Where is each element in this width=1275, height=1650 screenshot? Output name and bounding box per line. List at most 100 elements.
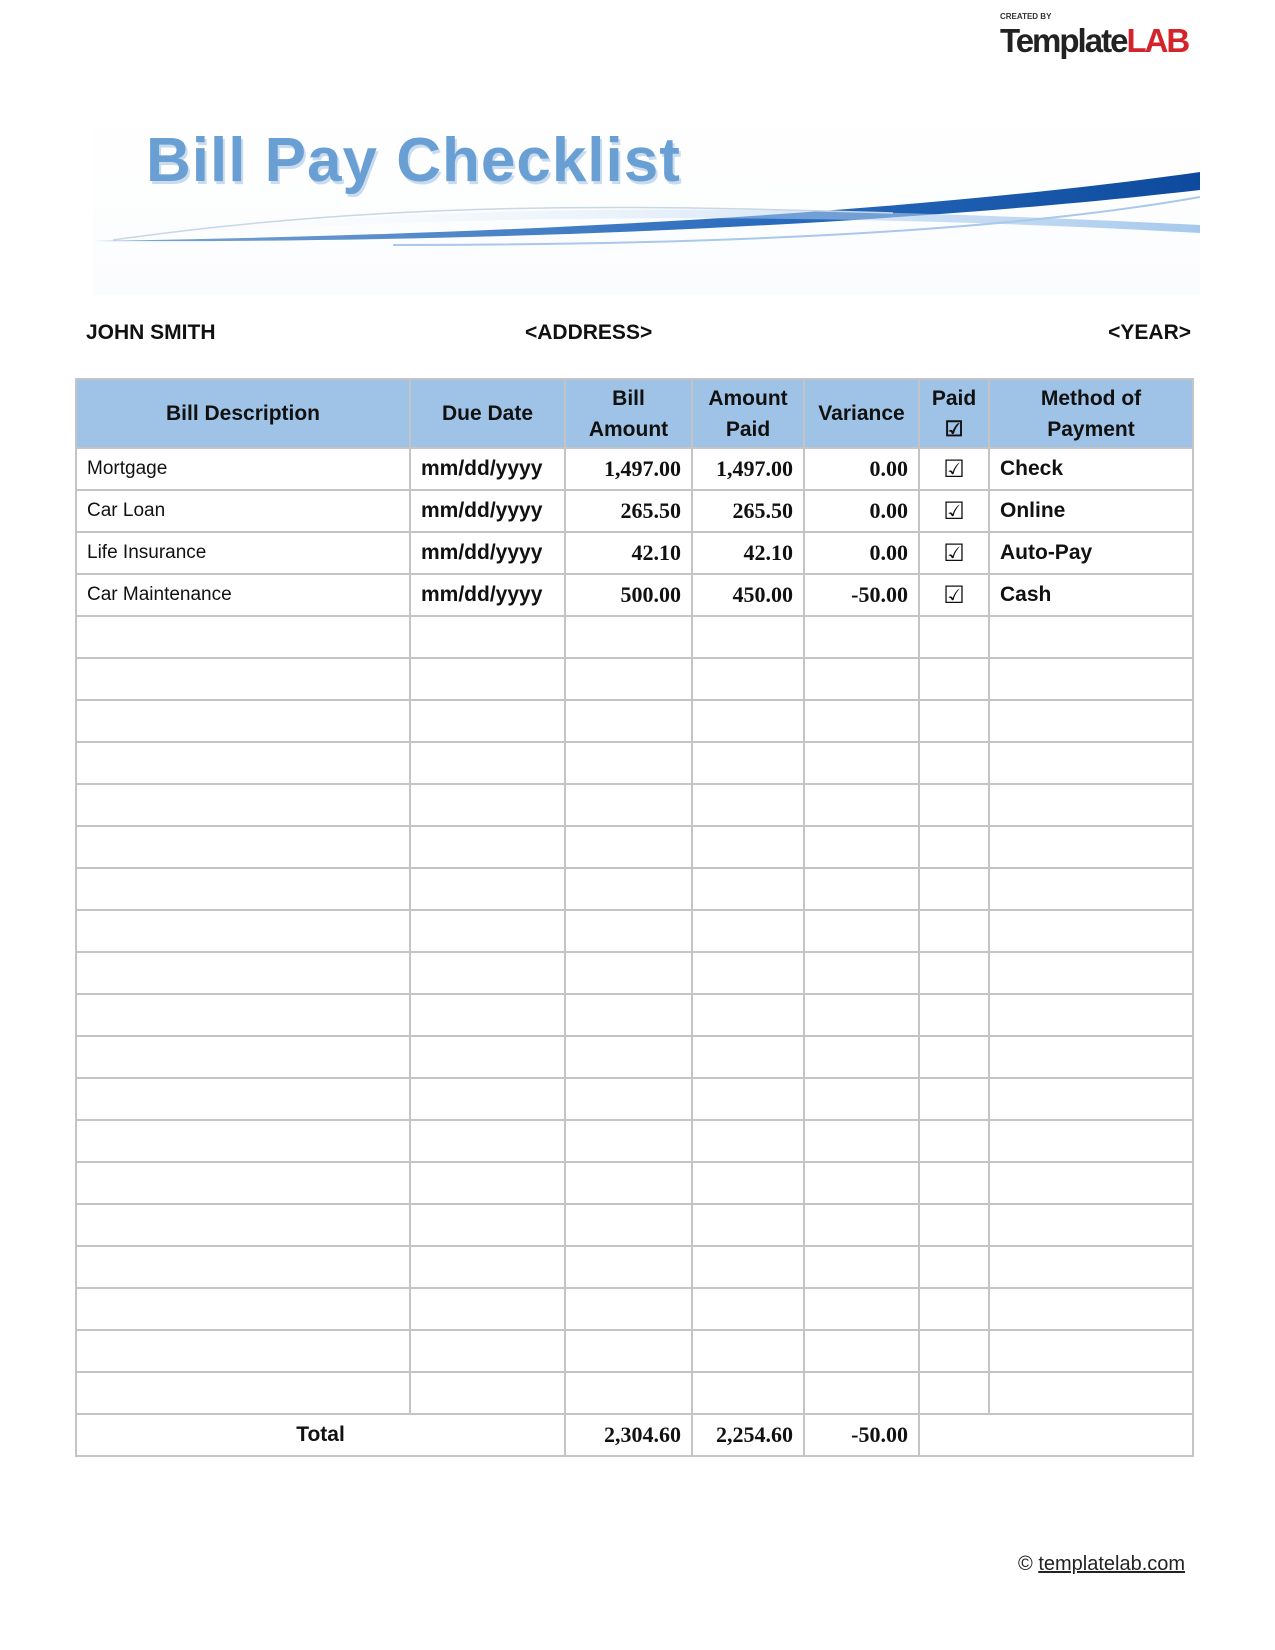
due-date-cell[interactable] — [409, 699, 566, 743]
due-date-cell[interactable] — [409, 951, 566, 995]
variance-cell[interactable] — [803, 867, 920, 911]
bill-amount-cell[interactable] — [564, 741, 693, 785]
variance-cell[interactable] — [803, 1119, 920, 1163]
amount-paid-cell[interactable] — [691, 1119, 805, 1163]
paid-cell[interactable] — [918, 1287, 990, 1331]
due-date-cell[interactable] — [409, 1371, 566, 1415]
description-cell[interactable] — [75, 1371, 411, 1415]
paid-cell[interactable] — [918, 825, 990, 869]
bill-amount-cell[interactable] — [564, 1371, 693, 1415]
method-cell[interactable] — [988, 615, 1194, 659]
paid-cell[interactable] — [918, 1245, 990, 1289]
description-cell[interactable] — [75, 1077, 411, 1121]
bill-amount-cell[interactable] — [564, 1203, 693, 1247]
paid-cell[interactable] — [918, 1371, 990, 1415]
variance-cell[interactable] — [803, 1329, 920, 1373]
description-cell[interactable] — [75, 1119, 411, 1163]
method-cell[interactable] — [988, 1245, 1194, 1289]
variance-cell[interactable]: 0.00 — [803, 489, 920, 533]
paid-cell[interactable] — [918, 951, 990, 995]
bill-amount-cell[interactable]: 500.00 — [564, 573, 693, 617]
year-field[interactable]: <YEAR> — [1108, 321, 1191, 344]
due-date-cell[interactable]: mm/dd/yyyy — [409, 447, 566, 491]
amount-paid-cell[interactable]: 265.50 — [691, 489, 805, 533]
amount-paid-cell[interactable] — [691, 741, 805, 785]
amount-paid-cell[interactable] — [691, 699, 805, 743]
amount-paid-cell[interactable] — [691, 867, 805, 911]
method-cell[interactable] — [988, 1371, 1194, 1415]
bill-description-cell[interactable]: Life Insurance — [75, 531, 411, 575]
description-cell[interactable] — [75, 699, 411, 743]
description-cell[interactable] — [75, 951, 411, 995]
method-cell[interactable] — [988, 993, 1194, 1037]
due-date-cell[interactable] — [409, 783, 566, 827]
amount-paid-cell[interactable] — [691, 1077, 805, 1121]
method-cell[interactable] — [988, 1329, 1194, 1373]
bill-amount-cell[interactable] — [564, 1077, 693, 1121]
bill-amount-cell[interactable]: 1,497.00 — [564, 447, 693, 491]
due-date-cell[interactable] — [409, 1287, 566, 1331]
variance-cell[interactable] — [803, 1035, 920, 1079]
variance-cell[interactable] — [803, 1371, 920, 1415]
variance-cell[interactable] — [803, 699, 920, 743]
bill-amount-cell[interactable] — [564, 825, 693, 869]
name-field[interactable]: JOHN SMITH — [86, 321, 216, 344]
description-cell[interactable] — [75, 615, 411, 659]
description-cell[interactable] — [75, 909, 411, 953]
due-date-cell[interactable] — [409, 615, 566, 659]
description-cell[interactable] — [75, 1203, 411, 1247]
variance-cell[interactable] — [803, 741, 920, 785]
description-cell[interactable] — [75, 1245, 411, 1289]
amount-paid-cell[interactable]: 1,497.00 — [691, 447, 805, 491]
due-date-cell[interactable] — [409, 1329, 566, 1373]
bill-amount-cell[interactable] — [564, 993, 693, 1037]
bill-amount-cell[interactable]: 265.50 — [564, 489, 693, 533]
amount-paid-cell[interactable] — [691, 1329, 805, 1373]
paid-cell[interactable] — [918, 1077, 990, 1121]
variance-cell[interactable] — [803, 615, 920, 659]
due-date-cell[interactable]: mm/dd/yyyy — [409, 573, 566, 617]
variance-cell[interactable] — [803, 1203, 920, 1247]
method-cell[interactable] — [988, 867, 1194, 911]
due-date-cell[interactable] — [409, 867, 566, 911]
bill-amount-cell[interactable] — [564, 1161, 693, 1205]
paid-cell[interactable] — [918, 993, 990, 1037]
paid-cell[interactable] — [918, 615, 990, 659]
due-date-cell[interactable] — [409, 741, 566, 785]
paid-cell[interactable] — [918, 1161, 990, 1205]
method-cell[interactable] — [988, 825, 1194, 869]
bill-amount-cell[interactable]: 42.10 — [564, 531, 693, 575]
bill-amount-cell[interactable] — [564, 1287, 693, 1331]
description-cell[interactable] — [75, 741, 411, 785]
bill-amount-cell[interactable] — [564, 951, 693, 995]
method-cell[interactable]: Online — [988, 489, 1194, 533]
due-date-cell[interactable] — [409, 657, 566, 701]
amount-paid-cell[interactable] — [691, 1161, 805, 1205]
bill-amount-cell[interactable] — [564, 699, 693, 743]
bill-amount-cell[interactable] — [564, 657, 693, 701]
paid-checkbox-icon[interactable]: ☑ — [918, 489, 990, 533]
method-cell[interactable] — [988, 951, 1194, 995]
paid-cell[interactable] — [918, 657, 990, 701]
bill-amount-cell[interactable] — [564, 909, 693, 953]
due-date-cell[interactable] — [409, 1035, 566, 1079]
variance-cell[interactable] — [803, 951, 920, 995]
variance-cell[interactable] — [803, 1245, 920, 1289]
paid-checkbox-icon[interactable]: ☑ — [918, 573, 990, 617]
paid-cell[interactable] — [918, 909, 990, 953]
paid-cell[interactable] — [918, 1329, 990, 1373]
method-cell[interactable]: Check — [988, 447, 1194, 491]
due-date-cell[interactable]: mm/dd/yyyy — [409, 531, 566, 575]
variance-cell[interactable] — [803, 993, 920, 1037]
variance-cell[interactable]: 0.00 — [803, 447, 920, 491]
variance-cell[interactable] — [803, 1077, 920, 1121]
bill-amount-cell[interactable] — [564, 783, 693, 827]
address-field[interactable]: <ADDRESS> — [525, 321, 653, 344]
variance-cell[interactable] — [803, 909, 920, 953]
description-cell[interactable] — [75, 1161, 411, 1205]
variance-cell[interactable]: -50.00 — [803, 573, 920, 617]
bill-description-cell[interactable]: Mortgage — [75, 447, 411, 491]
paid-cell[interactable] — [918, 1119, 990, 1163]
due-date-cell[interactable] — [409, 1161, 566, 1205]
paid-cell[interactable] — [918, 1203, 990, 1247]
